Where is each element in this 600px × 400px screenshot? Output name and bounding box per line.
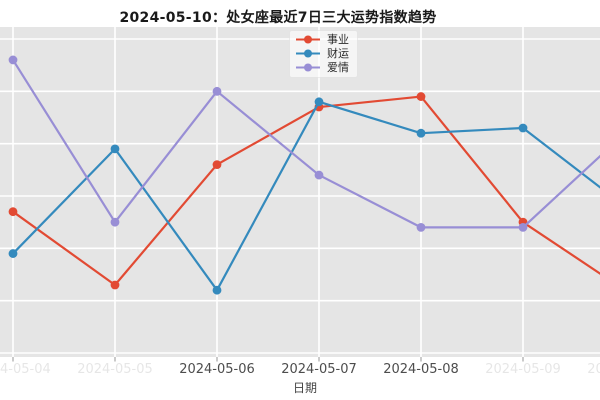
data-point-事业-2024-05-05[interactable] bbox=[110, 280, 120, 290]
x-axis-label: 日期 bbox=[292, 381, 317, 395]
data-point-事业-2024-05-08[interactable] bbox=[416, 92, 426, 101]
data-point-爱情-2024-05-07[interactable] bbox=[314, 170, 324, 180]
legend-item-爱情[interactable]: 爱情 bbox=[295, 61, 349, 74]
x-axis-tick-labels: 2024-05-04 2024-05-05 2024-05-06 2024-05-07… bbox=[0, 362, 600, 378]
legend-label: 事业 bbox=[327, 33, 349, 46]
x-tick-label-2024-05-10: 2024-05-10 bbox=[587, 362, 600, 377]
x-axis-ticks bbox=[12, 357, 524, 362]
data-point-事业-2024-05-06[interactable] bbox=[212, 160, 222, 170]
data-point-财运-2024-05-07[interactable] bbox=[314, 97, 324, 107]
legend-marker-icon bbox=[296, 63, 320, 72]
data-point-爱情-2024-05-06[interactable] bbox=[212, 86, 222, 96]
legend-marker-icon bbox=[296, 35, 320, 44]
x-tick-label-2024-05-07: 2024-05-07 bbox=[281, 362, 357, 377]
x-tick-label-2024-05-09: 2024-05-09 bbox=[485, 362, 561, 377]
series-财运 bbox=[8, 97, 600, 295]
data-point-爱情-2024-05-04[interactable] bbox=[8, 55, 18, 65]
x-tick-label-2024-05-04: 2024-05-04 bbox=[0, 362, 51, 377]
legend-marker-icon bbox=[296, 49, 320, 58]
data-point-爱情-2024-05-09[interactable] bbox=[518, 223, 528, 232]
legend-label: 爱情 bbox=[327, 61, 349, 74]
legend: 事业 财运 爱情 bbox=[289, 30, 358, 78]
data-point-财运-2024-05-04[interactable] bbox=[8, 249, 18, 258]
x-tick-label-2024-05-08: 2024-05-08 bbox=[383, 362, 459, 377]
x-tick-label-2024-05-05: 2024-05-05 bbox=[77, 362, 153, 377]
legend-item-事业[interactable]: 事业 bbox=[295, 33, 349, 46]
data-point-财运-2024-05-06[interactable] bbox=[212, 285, 222, 295]
series-爱情 bbox=[8, 55, 600, 232]
data-point-财运-2024-05-09[interactable] bbox=[518, 123, 528, 133]
data-point-爱情-2024-05-05[interactable] bbox=[110, 217, 120, 227]
legend-item-财运[interactable]: 财运 bbox=[295, 47, 349, 60]
data-point-爱情-2024-05-08[interactable] bbox=[416, 223, 426, 232]
data-point-财运-2024-05-08[interactable] bbox=[416, 128, 426, 138]
data-point-财运-2024-05-05[interactable] bbox=[110, 144, 120, 154]
chart-title: 2024-05-10：处女座最近7日三大运势指数趋势 bbox=[119, 10, 437, 26]
x-tick-label-2024-05-06: 2024-05-06 bbox=[179, 362, 255, 377]
legend-label: 财运 bbox=[327, 47, 349, 60]
plot-area bbox=[0, 27, 600, 357]
data-point-事业-2024-05-04[interactable] bbox=[8, 207, 18, 217]
